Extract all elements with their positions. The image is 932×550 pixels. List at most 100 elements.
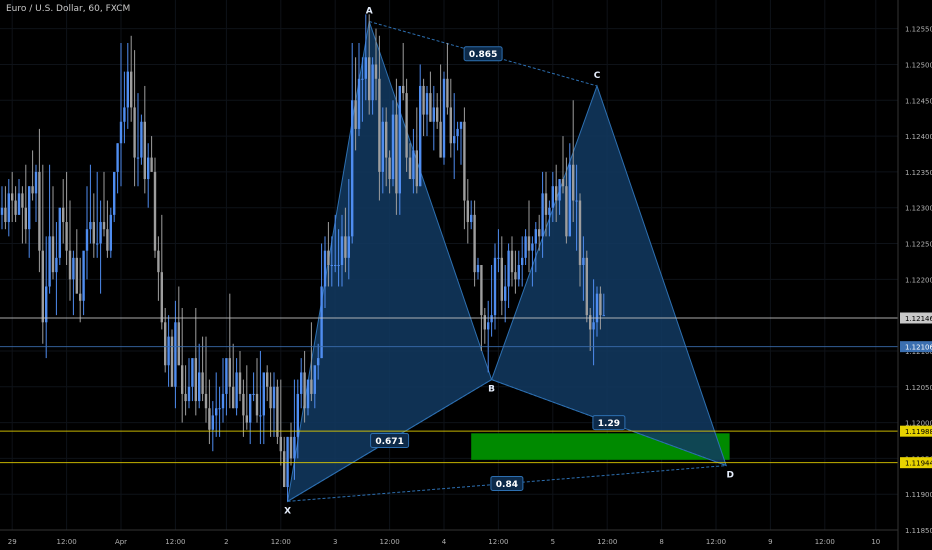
candle-body bbox=[150, 157, 153, 172]
candle-body bbox=[4, 207, 7, 223]
price-tag-label: 1.11988 bbox=[905, 428, 932, 436]
price-tag-label: 1.12146 bbox=[905, 315, 932, 323]
candle-body bbox=[602, 315, 605, 317]
candle-body bbox=[300, 372, 303, 394]
time-tick-label: 9 bbox=[768, 538, 772, 546]
pattern-point-label: X bbox=[284, 506, 291, 516]
time-tick-label: 8 bbox=[659, 538, 663, 546]
candle-body bbox=[55, 257, 58, 273]
candle-body bbox=[334, 265, 337, 266]
candle-body bbox=[72, 257, 75, 280]
candle-body bbox=[364, 57, 367, 79]
candle-body bbox=[17, 193, 21, 215]
candle-body bbox=[551, 186, 554, 208]
candle-body bbox=[303, 372, 306, 409]
candle-body bbox=[106, 229, 109, 251]
price-tick-label: 1.12350 bbox=[905, 169, 932, 177]
candle-body bbox=[510, 250, 514, 273]
candle-body bbox=[453, 136, 456, 144]
candle-body bbox=[283, 451, 286, 488]
chart-title: Euro / U.S. Dollar, 60, FXCM bbox=[6, 4, 131, 14]
time-tick-label: 12:00 bbox=[815, 538, 835, 546]
candle-body bbox=[524, 236, 527, 258]
candle-body bbox=[374, 64, 378, 79]
ratio-label-box bbox=[463, 46, 503, 62]
candle-body bbox=[276, 386, 279, 437]
candle-body bbox=[286, 436, 289, 488]
time-axis[interactable]: 29 12:00 Apr 12:00 2 12:00 3 12:00 4 12:00 5 12:00 8… bbox=[8, 538, 881, 546]
candle-body bbox=[269, 386, 272, 409]
candle-body bbox=[310, 379, 313, 394]
candle-body bbox=[589, 315, 592, 330]
candle-body bbox=[357, 78, 361, 129]
candle-body bbox=[344, 236, 347, 258]
candle-body bbox=[548, 207, 551, 215]
candle-body bbox=[21, 193, 24, 208]
candle-body bbox=[255, 393, 259, 416]
candle-body bbox=[123, 107, 126, 122]
candle-body bbox=[429, 93, 432, 122]
candle-body bbox=[408, 157, 412, 180]
candle-body bbox=[177, 322, 180, 366]
candles bbox=[0, 14, 605, 502]
time-tick-label: 12:00 bbox=[271, 538, 291, 546]
price-tag-box bbox=[900, 425, 932, 437]
candle-body bbox=[167, 336, 170, 366]
candle-body bbox=[480, 265, 483, 316]
candle-body bbox=[476, 265, 480, 273]
candle-body bbox=[238, 372, 242, 394]
candle-body bbox=[228, 358, 231, 387]
candle-body bbox=[555, 186, 558, 201]
candle-body bbox=[119, 121, 123, 144]
candle-body bbox=[0, 207, 4, 215]
candle-body bbox=[561, 179, 565, 187]
ratio-label: 0.84 bbox=[496, 480, 518, 490]
candle-body bbox=[136, 157, 140, 159]
candle-body bbox=[517, 265, 520, 280]
candle-body bbox=[126, 71, 129, 108]
price-tag-box bbox=[900, 341, 932, 353]
candle-body bbox=[449, 107, 452, 144]
ratio-label-box bbox=[490, 475, 524, 491]
candle-body bbox=[204, 393, 208, 409]
candle-body bbox=[99, 222, 102, 244]
candle-body bbox=[436, 107, 439, 122]
pattern-ratio-line bbox=[287, 379, 492, 502]
candle-body bbox=[422, 85, 425, 115]
candle-body bbox=[330, 265, 333, 266]
candle-body bbox=[130, 71, 133, 108]
candle-body bbox=[82, 250, 85, 301]
candle-body bbox=[45, 286, 48, 323]
time-tick-label: 12:00 bbox=[488, 538, 508, 546]
candle-body bbox=[208, 408, 211, 430]
time-tick-label: 5 bbox=[551, 538, 555, 546]
candle-body bbox=[327, 250, 330, 265]
candle-body bbox=[313, 365, 316, 394]
price-tag-box bbox=[900, 312, 932, 324]
price-tick-label: 1.12050 bbox=[905, 384, 932, 392]
candle-body bbox=[487, 322, 490, 330]
price-tick-label: 1.11900 bbox=[905, 491, 932, 499]
pattern-point-label: C bbox=[594, 71, 601, 81]
candle-body bbox=[337, 265, 340, 266]
candle-body bbox=[140, 121, 143, 158]
candle-body bbox=[252, 393, 255, 395]
candle-body bbox=[92, 222, 95, 244]
price-tag-box bbox=[900, 457, 932, 469]
pattern-point-label: A bbox=[366, 6, 373, 16]
candle-body bbox=[198, 372, 201, 402]
candle-body bbox=[568, 164, 571, 237]
candle-body bbox=[7, 193, 10, 223]
candle-body bbox=[541, 193, 544, 237]
candle-body bbox=[211, 415, 214, 430]
candle-body bbox=[483, 315, 486, 330]
candle-body bbox=[116, 143, 119, 172]
candle-body bbox=[147, 157, 150, 180]
candle-body bbox=[249, 393, 252, 423]
candle-body bbox=[232, 386, 235, 409]
candle-body bbox=[425, 93, 429, 115]
price-tick-label: 1.12500 bbox=[905, 61, 932, 69]
candle-body bbox=[538, 229, 541, 237]
